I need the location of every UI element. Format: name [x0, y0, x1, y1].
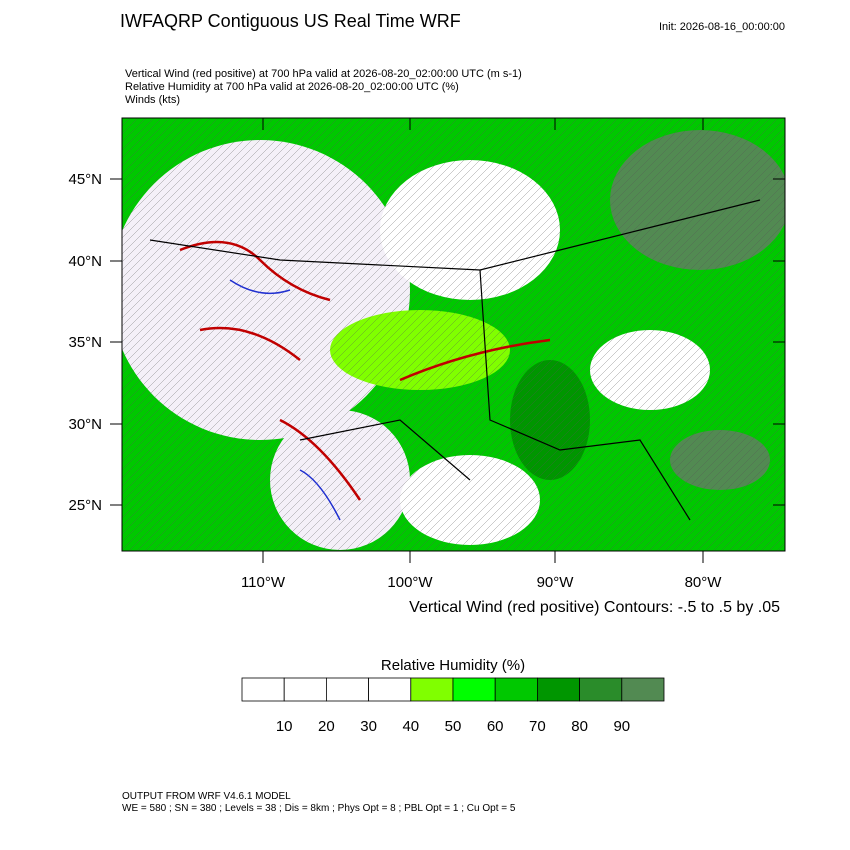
lat-label: 30°N	[68, 416, 102, 433]
title: IWFAQRP Contiguous US Real Time WRF	[120, 11, 461, 31]
colorbar-label: 30	[360, 718, 377, 735]
lon-label: 100°W	[387, 574, 433, 591]
colorbar-label: 70	[529, 718, 546, 735]
lon-label: 90°W	[537, 574, 575, 591]
colorbar-box	[368, 677, 412, 702]
colorbar-label: 90	[613, 718, 630, 735]
footer-line: WE = 580 ; SN = 380 ; Levels = 38 ; Dis …	[122, 803, 516, 814]
init-time: Init: 2026-08-16_00:00:00	[659, 21, 785, 33]
colorbar-box	[537, 677, 581, 702]
colorbar-box	[452, 677, 496, 702]
field-label: Vertical Wind (red positive) at 700 hPa …	[125, 68, 522, 80]
colorbar-box	[621, 677, 665, 702]
map-frame	[121, 117, 786, 552]
colorbar-label: 50	[445, 718, 462, 735]
colorbar-box	[494, 677, 538, 702]
lat-label: 35°N	[68, 334, 102, 351]
axes: 45°N 40°N 35°N 30°N 25°N 110°W 100°W 90°W 80°W	[68, 118, 785, 591]
colorbar-box	[579, 677, 623, 702]
field-label: Winds (kts)	[125, 94, 180, 106]
colorbar-label: 60	[487, 718, 504, 735]
vertical-wind-contours	[179, 240, 551, 501]
colorbar-label: 20	[318, 718, 335, 735]
lat-label: 40°N	[68, 253, 102, 270]
colorbar-label: 10	[276, 718, 293, 735]
colorbar-title: Relative Humidity (%)	[381, 657, 525, 674]
footer-line: OUTPUT FROM WRF V4.6.1 MODEL	[122, 791, 291, 802]
map-field	[122, 118, 785, 551]
lon-label: 80°W	[685, 574, 723, 591]
colorbar: 10 20 30 40 50 60 70 80 90	[241, 677, 665, 735]
lon-label: 110°W	[241, 574, 286, 591]
contour-note: Vertical Wind (red positive) Contours: -…	[409, 599, 780, 616]
colorbar-label: 40	[402, 718, 419, 735]
field-label: Relative Humidity at 700 hPa valid at 20…	[125, 81, 459, 93]
wind-barbs	[122, 118, 785, 551]
colorbar-box	[325, 677, 369, 702]
colorbar-box	[283, 677, 327, 702]
colorbar-label: 80	[571, 718, 588, 735]
colorbar-box	[410, 677, 454, 702]
lat-label: 45°N	[68, 171, 102, 188]
colorbar-box	[241, 677, 285, 702]
lat-label: 25°N	[68, 497, 102, 514]
boundaries	[149, 199, 761, 521]
vertical-wind-contours	[229, 279, 341, 521]
